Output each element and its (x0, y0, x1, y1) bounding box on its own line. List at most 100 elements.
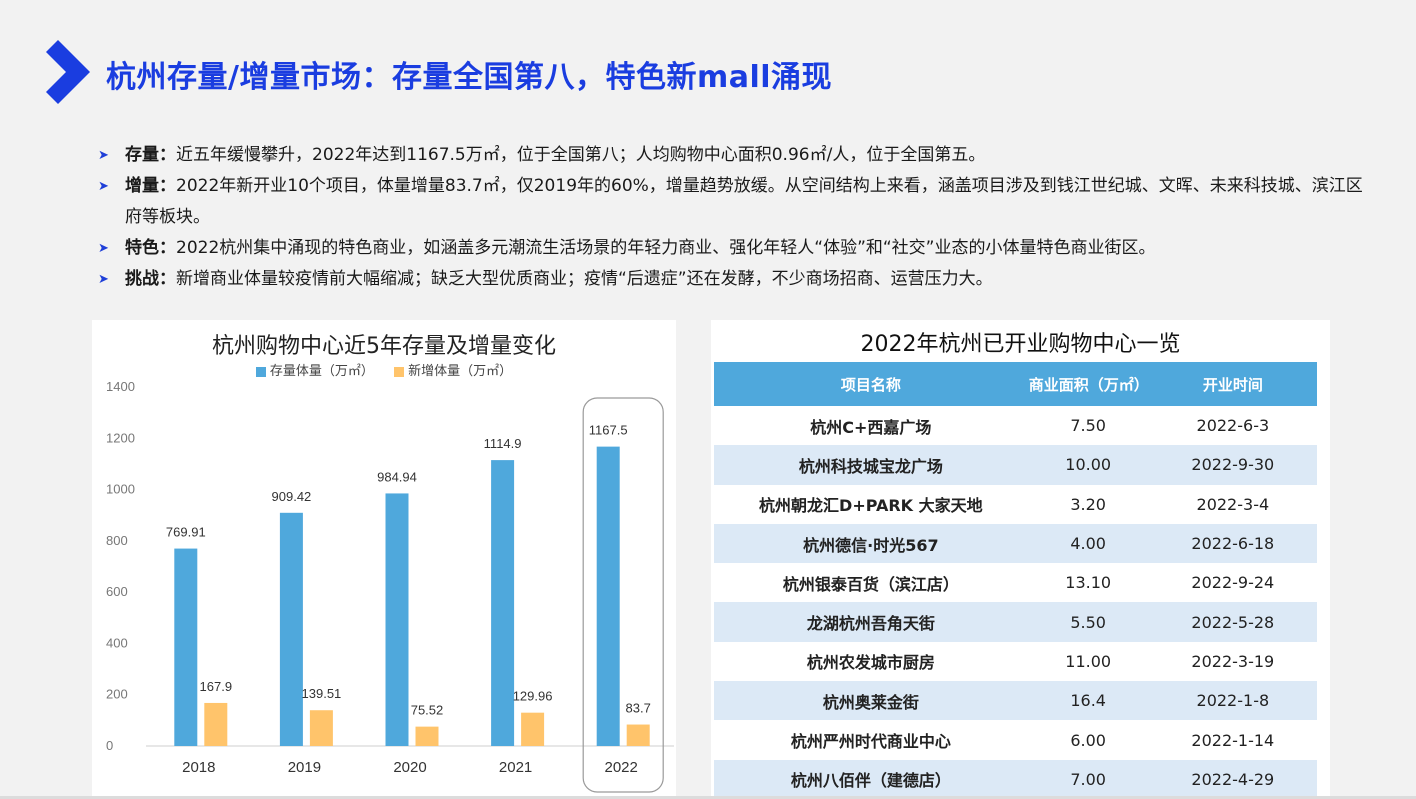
chart-title: 杭州购物中心近5年存量及增量变化 (212, 334, 556, 359)
cell-name: 杭州朝龙汇D+PARK 大家天地 (714, 484, 1028, 524)
data-label-new: 75.52 (411, 703, 444, 718)
table-row: 杭州银泰百货（滨江店） 13.10 2022-9-24 (714, 563, 1317, 603)
table-row: 龙湖杭州吾角天街 5.50 2022-5-28 (714, 602, 1317, 642)
bullet-label: 增量： (125, 176, 176, 196)
y-tick-label: 400 (106, 635, 128, 650)
y-tick-label: 1400 (106, 379, 135, 394)
bullet-stock: ➤ 存量：近五年缓慢攀升，2022年达到1167.5万㎡，位于全国第八；人均购物… (98, 140, 1368, 171)
bullet-arrow-icon: ➤ (98, 272, 109, 287)
y-tick-label: 800 (106, 533, 128, 548)
legend-item-stock: 存量体量（万㎡） (255, 360, 374, 379)
cell-date: 2022-6-18 (1148, 523, 1317, 564)
table-row: 杭州科技城宝龙广场 10.00 2022-9-30 (714, 445, 1317, 485)
bullet-feature: ➤ 特色：2022杭州集中涌现的特色商业，如涵盖多元潮流生活场景的年轻力商业、强… (98, 233, 1368, 264)
bar-new (521, 712, 545, 746)
bar-new (415, 726, 439, 746)
cell-area: 7.00 (1027, 759, 1149, 796)
table-row: 杭州德信·时光567 4.00 2022-6-18 (714, 523, 1317, 564)
x-tick-label: 2019 (288, 759, 321, 776)
bullet-increment: ➤ 增量：2022年新开业10个项目，体量增量83.7㎡，仅2019年的60%，… (98, 171, 1368, 233)
bar-stock (385, 493, 409, 746)
y-tick-label: 1200 (106, 430, 135, 445)
mall-table: 项目名称 商业面积（万㎡） 开业时间 杭州C+西嘉广场 7.50 2022-6-… (714, 362, 1317, 796)
bullet-text: 新增商业体量较疫情前大幅缩减；缺乏大型优质商业；疫情“后遗症”还在发酵，不少商场… (176, 269, 993, 289)
data-label-stock: 909.42 (272, 489, 312, 504)
table-header-row: 项目名称 商业面积（万㎡） 开业时间 (714, 362, 1317, 406)
bar-stock (174, 548, 198, 746)
legend-label-new: 新增体量（万㎡） (408, 364, 513, 379)
legend-label-stock: 存量体量（万㎡） (269, 364, 374, 379)
page-title: 杭州存量/增量市场：存量全国第八，特色新mall涌现 (106, 60, 833, 95)
bullet-list: ➤ 存量：近五年缓慢攀升，2022年达到1167.5万㎡，位于全国第八；人均购物… (98, 140, 1368, 295)
cell-date: 2022-5-28 (1148, 602, 1317, 642)
y-tick-label: 1000 (106, 482, 135, 497)
bar-new (204, 702, 228, 746)
table-title: 2022年杭州已开业购物中心一览 (860, 332, 1181, 357)
table-row: 杭州农发城市厨房 11.00 2022-3-19 (714, 641, 1317, 682)
table-row: 杭州C+西嘉广场 7.50 2022-6-3 (714, 406, 1317, 446)
data-label-new: 129.96 (513, 689, 553, 704)
bullet-label: 存量： (125, 145, 176, 165)
table-panel: 2022年杭州已开业购物中心一览 项目名称 商业面积（万㎡） 开业时间 杭州C+… (711, 320, 1330, 796)
bullet-challenge: ➤ 挑战：新增商业体量较疫情前大幅缩减；缺乏大型优质商业；疫情“后遗症”还在发酵… (98, 264, 1368, 295)
cell-date: 2022-3-4 (1148, 484, 1317, 524)
cell-area: 5.50 (1027, 602, 1149, 642)
bullet-arrow-icon: ➤ (98, 241, 109, 256)
cell-name: 杭州农发城市厨房 (714, 641, 1028, 682)
bullet-label: 挑战： (125, 269, 176, 289)
cell-date: 2022-6-3 (1148, 406, 1317, 446)
bar-stock (279, 512, 303, 746)
cell-date: 2022-9-30 (1148, 445, 1317, 485)
bar-new (309, 710, 333, 746)
table-row: 杭州八佰伴（建德店） 7.00 2022-4-29 (714, 759, 1317, 796)
data-label-stock: 1114.9 (484, 436, 522, 451)
cell-name: 杭州C+西嘉广场 (714, 406, 1028, 446)
x-tick-label: 2021 (499, 759, 532, 776)
data-label-new: 167.9 (200, 679, 233, 694)
cell-date: 2022-4-29 (1148, 759, 1317, 796)
table-row: 杭州朝龙汇D+PARK 大家天地 3.20 2022-3-4 (714, 484, 1317, 524)
y-tick-label: 600 (106, 584, 128, 599)
column-header-name: 项目名称 (714, 362, 1028, 406)
bar-chart: 0 200 400 600 800 1000 1200 1400 769.91 167.9 2018… (106, 379, 674, 793)
cell-date: 2022-1-14 (1148, 720, 1317, 760)
legend-swatch-stock (255, 366, 266, 377)
cell-area: 16.4 (1027, 681, 1149, 721)
cell-area: 7.50 (1027, 406, 1149, 446)
data-label-stock: 984.94 (377, 469, 417, 484)
legend-swatch-new (394, 366, 405, 377)
cell-date: 2022-1-8 (1148, 681, 1317, 721)
y-tick-label: 200 (106, 687, 128, 702)
column-header-date: 开业时间 (1148, 362, 1317, 406)
cell-area: 11.00 (1027, 641, 1149, 682)
bullet-text: 近五年缓慢攀升，2022年达到1167.5万㎡，位于全国第八；人均购物中心面积0… (176, 145, 986, 165)
bullet-arrow-icon: ➤ (98, 179, 109, 194)
highlight-box (582, 397, 664, 793)
cell-name: 杭州银泰百货（滨江店） (714, 563, 1028, 603)
cell-date: 2022-3-19 (1148, 641, 1317, 682)
x-tick-label: 2022 (605, 759, 638, 776)
x-tick-label: 2018 (182, 759, 215, 776)
title-chevron-logo-icon (46, 40, 90, 104)
bottom-divider (0, 796, 1416, 799)
chart-legend: 存量体量（万㎡） 新增体量（万㎡） (92, 360, 676, 379)
cell-date: 2022-9-24 (1148, 563, 1317, 603)
bar-stock (596, 446, 620, 746)
cell-area: 13.10 (1027, 563, 1149, 603)
data-label-stock: 769.91 (166, 525, 206, 540)
cell-name: 杭州德信·时光567 (714, 523, 1028, 564)
data-label-new: 139.51 (302, 686, 342, 701)
cell-area: 4.00 (1027, 523, 1149, 564)
cell-name: 杭州严州时代商业中心 (714, 720, 1028, 760)
y-tick-label: 0 (106, 738, 113, 753)
bullet-text: 2022年新开业10个项目，体量增量83.7㎡，仅2019年的60%，增量趋势放… (125, 176, 1363, 227)
bullet-arrow-icon: ➤ (98, 148, 109, 163)
data-label-new: 83.7 (626, 701, 651, 716)
bullet-text: 2022杭州集中涌现的特色商业，如涵盖多元潮流生活场景的年轻力商业、强化年轻人“… (176, 238, 1156, 258)
table-row: 杭州严州时代商业中心 6.00 2022-1-14 (714, 720, 1317, 760)
x-tick-label: 2020 (393, 759, 426, 776)
chart-panel: 0 200 400 600 800 1000 1200 1400 769.91 167.9 2018… (92, 320, 676, 796)
cell-name: 杭州科技城宝龙广场 (714, 445, 1028, 485)
data-label-stock: 1167.5 (589, 423, 628, 438)
legend-item-new: 新增体量（万㎡） (394, 360, 512, 379)
